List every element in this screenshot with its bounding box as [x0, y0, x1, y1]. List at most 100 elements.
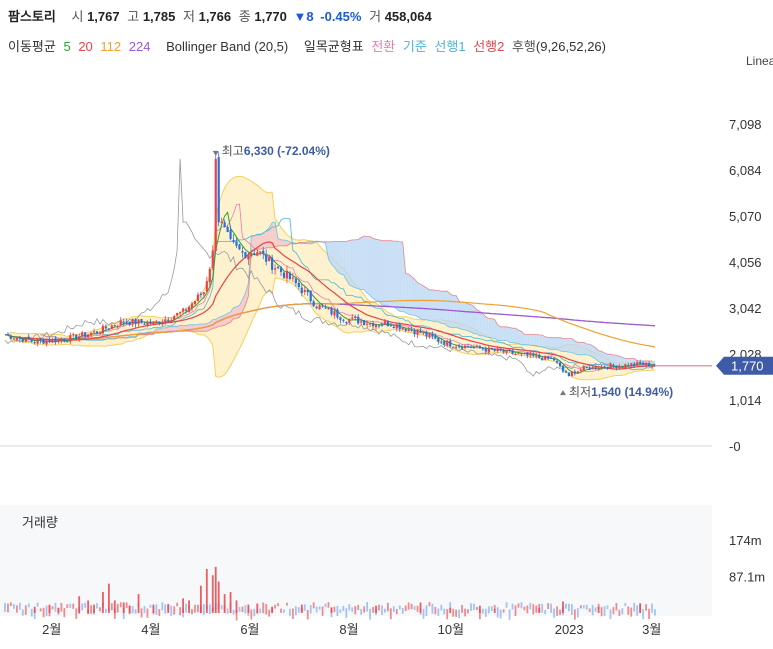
candle-body [627, 365, 630, 367]
volume-bar-small [565, 603, 567, 609]
candle-body [66, 341, 69, 343]
ma20-label[interactable]: 20 [78, 39, 93, 54]
candle-body [333, 310, 336, 316]
candle-body [211, 250, 214, 269]
volume-bar-small [90, 605, 92, 614]
bollinger-label[interactable]: Bollinger Band (20,5) [166, 39, 289, 54]
candle-body [321, 305, 324, 307]
volume-bar-small [473, 603, 475, 610]
volume-bar [48, 604, 51, 613]
volume-bar-small [7, 603, 9, 613]
volume-bar [188, 600, 190, 613]
volume-bar-small [345, 607, 348, 619]
volume-bar-small [458, 609, 461, 619]
volume-bar-small [125, 602, 128, 609]
volume-bar-small [407, 602, 410, 610]
candle-body [650, 366, 654, 368]
volume-bar-small [615, 603, 618, 611]
volume-bar-small [274, 604, 276, 609]
volume-bars [4, 566, 656, 621]
cloud-segment [488, 318, 492, 339]
cloud-segment [476, 309, 480, 336]
cloud-segment [500, 326, 504, 341]
candle-body [12, 338, 16, 340]
candle-body [636, 362, 639, 366]
candle-body [550, 357, 553, 359]
volume-bar-small [600, 607, 603, 617]
ma5-label[interactable]: 5 [63, 39, 71, 54]
volume-bar-small [321, 606, 324, 616]
candle-body [104, 326, 108, 329]
candle-body [517, 353, 520, 355]
cloud-segment [236, 305, 240, 319]
volume-bar-small [544, 609, 547, 615]
volume-bar-small [514, 605, 517, 617]
cloud-segment [468, 303, 471, 333]
cloud-segment [224, 313, 228, 326]
candle-body [294, 278, 297, 284]
candle-body [81, 332, 84, 336]
volume-bar-small [464, 608, 466, 617]
bollinger-lower [4, 277, 656, 381]
volume-bar [102, 592, 104, 613]
volume-bar [87, 600, 90, 613]
candle-body [585, 367, 588, 369]
cloud-segment [438, 290, 442, 324]
ma224-label[interactable]: 224 [128, 39, 151, 54]
volume-axis: 174m 87.1m [729, 533, 765, 584]
volume-bar-small [241, 606, 244, 613]
candle-body [285, 270, 289, 279]
volume-bar-small [443, 608, 446, 615]
cloud-segment [616, 354, 620, 368]
volume-bar-small [478, 609, 481, 620]
volume-bar-small [372, 606, 374, 613]
scale-type-label[interactable]: Linea [746, 54, 773, 68]
candle-body [187, 306, 191, 312]
volume-bar [217, 581, 220, 613]
candle-body [377, 325, 381, 327]
candle-body [502, 350, 505, 353]
volume-bar [538, 607, 541, 613]
candle-body [214, 158, 217, 251]
volume-bar [562, 601, 564, 613]
cloud-segment [560, 337, 563, 352]
volume-bar-small [324, 603, 327, 608]
ma112-label[interactable]: 112 [100, 39, 122, 54]
volume-bar [33, 606, 36, 613]
candle-body [164, 319, 167, 323]
candle-body [374, 324, 378, 328]
volume-bar-small [134, 609, 137, 614]
candle-body [535, 355, 538, 357]
volume-bar-small [579, 605, 582, 609]
candle-body [84, 332, 87, 337]
volume-bar-small [15, 605, 18, 613]
cloud-segment [548, 337, 552, 350]
volume-bar-small [289, 608, 291, 616]
cloud-segment [601, 351, 605, 365]
candle-body [42, 339, 45, 344]
span2-label: 선행2 [473, 39, 505, 54]
candle-body [63, 339, 66, 342]
candle-body [146, 322, 149, 326]
candle-body [6, 334, 10, 336]
volume-bar-small [517, 603, 520, 608]
cloud-segment [589, 344, 593, 357]
cloud-segment [441, 291, 445, 324]
ma-label[interactable]: 이동평균 [8, 39, 56, 54]
candle-body [647, 363, 651, 367]
time-tick-label: 3월 [642, 622, 661, 637]
volume-bar-small [508, 609, 511, 621]
cloud-segment [533, 334, 537, 346]
cloud-segment [396, 241, 400, 312]
cloud-segment [619, 356, 623, 368]
change-percent: -0.45% [320, 9, 362, 24]
volume-bar-small [24, 605, 27, 615]
volume-bar-small [315, 606, 318, 613]
open-value: 1,767 [87, 9, 120, 24]
cloud-segment [355, 239, 359, 289]
volume-bar-small [422, 608, 425, 619]
cloud-segment [610, 354, 614, 366]
ichimoku-label[interactable]: 일목균형표 [303, 39, 364, 54]
candle-body [360, 321, 363, 323]
